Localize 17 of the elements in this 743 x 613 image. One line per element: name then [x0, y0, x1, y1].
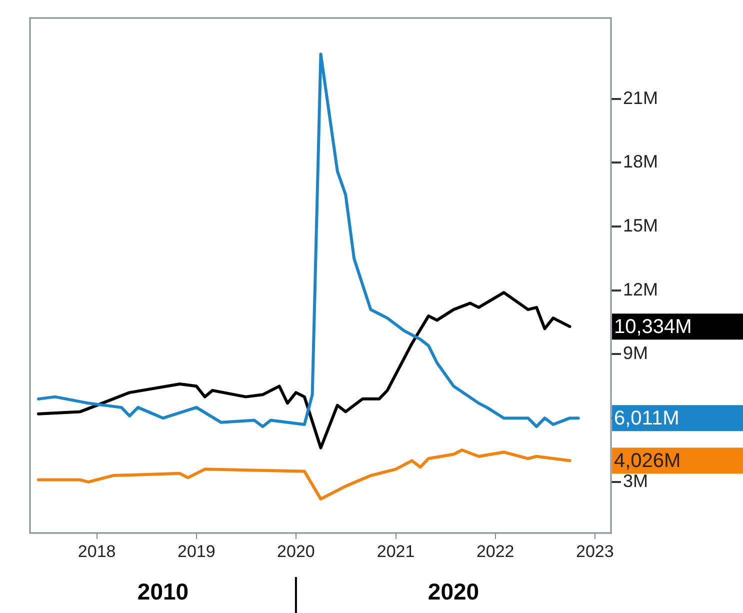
x-tick-label: 2020	[277, 542, 315, 561]
y-tick-label: 12M	[623, 279, 658, 300]
text: 2020	[428, 578, 480, 604]
x-tick-label: 2019	[177, 542, 216, 561]
x-tick-label: 2023	[576, 542, 614, 561]
text: 2010	[137, 578, 189, 604]
y-tick-label: 3M	[623, 470, 648, 491]
annotation: 4,026M	[614, 450, 681, 472]
annotation: 10,334M	[614, 316, 692, 338]
y-tick-label: 21M	[623, 88, 658, 108]
x-tick-label: 2021	[376, 542, 415, 561]
y-tick-label: 9M	[623, 343, 648, 364]
y-tick-label: 18M	[623, 152, 658, 172]
x-tick-label: 2018	[78, 542, 116, 561]
y-tick-label: 15M	[623, 216, 658, 236]
annotation: 6,011M	[614, 408, 680, 430]
x-tick-label: 2022	[476, 542, 514, 561]
